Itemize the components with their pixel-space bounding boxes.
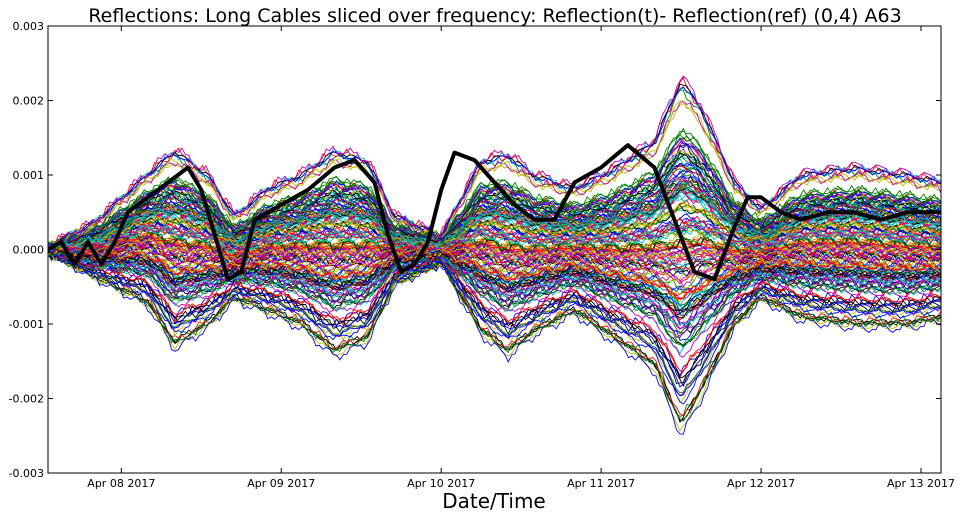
trace-line bbox=[48, 245, 941, 388]
trace-line bbox=[48, 187, 941, 254]
y-tick-label: 0.001 bbox=[13, 169, 45, 182]
y-tick-label: 0.003 bbox=[13, 20, 45, 33]
trace-line bbox=[48, 248, 941, 326]
trace-line bbox=[48, 150, 941, 250]
trace-line bbox=[48, 137, 941, 247]
trace-line bbox=[48, 250, 941, 435]
trace-line bbox=[48, 252, 941, 422]
trace-line bbox=[48, 203, 941, 251]
x-axis-label: Date/Time bbox=[442, 489, 546, 513]
trace-line bbox=[48, 253, 941, 417]
trace-line bbox=[48, 251, 941, 422]
trace-line bbox=[48, 87, 941, 247]
trace-line bbox=[48, 184, 941, 253]
highlight-line bbox=[48, 143, 941, 282]
trace-line bbox=[48, 243, 941, 283]
trace-line bbox=[48, 250, 941, 347]
trace-line bbox=[48, 247, 941, 296]
tick-group: 0.003 0.002 0.001 0.000 -0.001 -0.002 -0.003 Ap… bbox=[9, 20, 955, 490]
trace-line bbox=[48, 231, 941, 257]
trace-line bbox=[48, 234, 941, 257]
trace-line bbox=[48, 249, 941, 405]
trace-line bbox=[48, 248, 941, 373]
y-tick-label: 0.000 bbox=[13, 244, 45, 257]
highlight-group bbox=[48, 143, 941, 282]
y-tick-label: -0.003 bbox=[9, 467, 44, 480]
trace-line bbox=[48, 250, 941, 335]
x-tick-label: Apr 08 2017 bbox=[87, 477, 155, 490]
trace-line bbox=[48, 100, 941, 246]
x-tick-label: Apr 12 2017 bbox=[727, 477, 795, 490]
x-tick-label: Apr 13 2017 bbox=[887, 477, 955, 490]
trace-line bbox=[48, 204, 941, 251]
trace-line bbox=[48, 248, 941, 319]
trace-line bbox=[48, 241, 941, 272]
trace-line bbox=[48, 141, 941, 247]
trace-group bbox=[48, 75, 941, 435]
y-tick-label: -0.001 bbox=[9, 318, 44, 331]
y-tick-label: 0.002 bbox=[13, 95, 45, 108]
trace-line bbox=[48, 250, 941, 346]
x-tick-label: Apr 09 2017 bbox=[247, 477, 315, 490]
x-tick-label: Apr 11 2017 bbox=[567, 477, 635, 490]
trace-line bbox=[48, 251, 941, 384]
trace-line bbox=[48, 249, 941, 295]
trace-line bbox=[48, 86, 941, 246]
chart-title: Reflections: Long Cables sliced over fre… bbox=[88, 5, 901, 27]
trace-line bbox=[48, 248, 941, 313]
trace-line bbox=[48, 226, 941, 261]
trace-line bbox=[48, 75, 941, 249]
x-tick-label: Apr 10 2017 bbox=[407, 477, 475, 490]
trace-line bbox=[48, 238, 941, 261]
trace-line bbox=[48, 224, 941, 251]
trace-line bbox=[48, 163, 941, 248]
chart-title-group: Reflections: Long Cables sliced over fre… bbox=[88, 5, 901, 27]
trace-line bbox=[48, 181, 941, 252]
trace-line bbox=[48, 100, 941, 250]
trace-line bbox=[48, 251, 941, 379]
trace-line bbox=[48, 251, 941, 355]
trace-line bbox=[48, 186, 941, 249]
trace-line bbox=[48, 250, 941, 388]
trace-line bbox=[48, 152, 941, 249]
trace-line bbox=[48, 250, 941, 404]
y-tick-label: -0.002 bbox=[9, 393, 44, 406]
trace-line bbox=[48, 226, 941, 255]
